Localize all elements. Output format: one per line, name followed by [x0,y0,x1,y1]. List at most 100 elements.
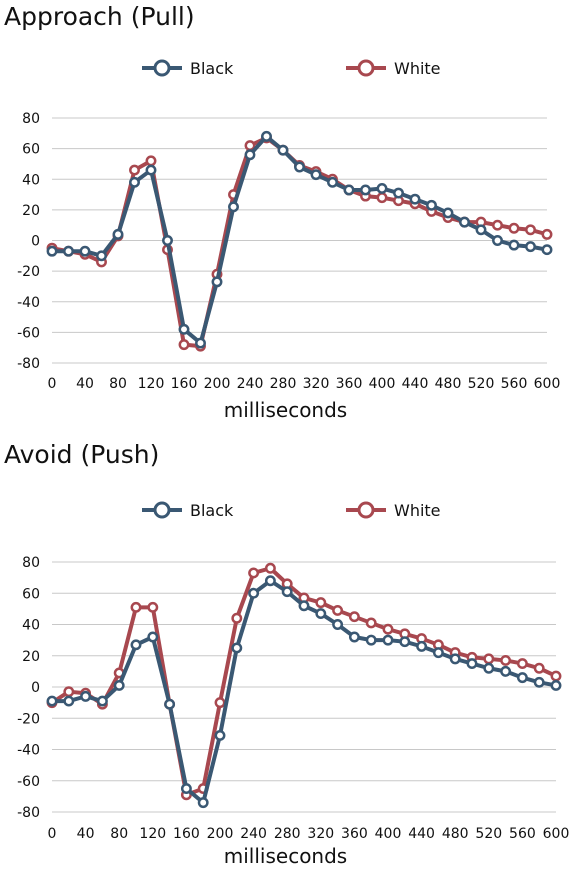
data-point-black [382,634,394,646]
data-point-white [129,164,140,176]
x-tick-label: 240 [237,376,264,392]
data-point-black [332,619,344,630]
x-tick-label: 320 [303,376,330,392]
data-point-white [178,339,190,351]
data-point-black [541,244,553,256]
y-tick-label: -20 [17,711,40,727]
chart-legend: Black White [0,56,571,80]
x-tick-label: 400 [375,826,402,842]
data-point-black [277,144,289,156]
data-point-black [281,586,293,598]
x-tick-label: 40 [77,826,95,842]
data-point-black [449,653,461,665]
legend-label-black: Black [190,500,234,520]
data-point-white [147,601,159,613]
data-point-black [63,695,75,707]
data-point-black [178,323,190,335]
data-point-black [244,149,256,161]
x-axis-title: milliseconds [223,398,348,422]
data-point-black [231,642,243,654]
data-point-white [130,601,142,613]
data-point-black [96,695,108,707]
data-point-black [360,184,371,196]
data-point-black [315,608,327,620]
legend-label-black: Black [190,58,234,78]
data-point-black [327,176,338,188]
x-tick-label: 480 [435,376,462,392]
y-tick-label: -60 [17,774,40,790]
data-point-black [298,600,310,612]
y-tick-label: 80 [22,555,40,571]
x-tick-label: 440 [402,376,429,392]
data-point-white [214,697,226,709]
data-point-black [80,690,92,702]
x-tick-label: 160 [173,826,200,842]
data-point-black [63,245,74,257]
data-point-black [475,224,487,236]
y-tick-label: -40 [17,295,40,311]
data-point-white [332,604,344,616]
y-tick-label: -40 [17,743,40,759]
data-point-black [112,228,124,240]
data-point-black [483,662,495,674]
data-point-white [264,562,276,574]
legend-marker-black [142,59,182,77]
data-point-black [197,797,209,809]
x-tick-label: 560 [501,376,528,392]
data-point-black [164,698,176,710]
legend-marker-white [346,501,386,519]
data-point-black [426,199,437,211]
data-point-black [130,639,142,651]
x-tick-label: 360 [341,826,368,842]
legend-item-black: Black [140,56,233,80]
data-point-white [508,222,520,234]
x-tick-label: 200 [204,376,231,392]
y-tick-label: 20 [22,203,40,219]
x-tick-label: 0 [48,376,57,392]
x-tick-label: 360 [336,376,363,392]
data-point-white [492,219,503,231]
x-tick-label: 560 [509,826,536,842]
y-tick-label: 0 [31,234,40,250]
data-point-black [466,658,478,670]
y-tick-label: 60 [22,586,40,602]
legend-label-white: White [394,500,441,520]
data-point-white [516,658,528,670]
data-point-black [228,201,239,213]
x-tick-label: 80 [110,826,128,842]
data-point-white [376,192,388,204]
y-tick-label: 60 [22,142,40,158]
y-tick-label: 40 [22,618,40,634]
data-point-white [525,224,536,236]
data-point-black [459,216,470,228]
data-point-black [343,184,355,196]
x-tick-label: 320 [307,826,334,842]
x-tick-label: 40 [76,376,94,392]
y-tick-label: -80 [17,356,40,372]
legend-item-black: Black [140,498,233,522]
y-tick-label: 40 [22,172,40,188]
data-point-black [294,161,305,173]
data-point-black [409,193,421,205]
legend-item-white: White [344,498,441,522]
x-tick-label: 0 [48,826,57,842]
data-point-white [231,612,243,624]
data-point-black [264,575,276,587]
data-point-black [129,176,140,188]
x-tick-label: 440 [408,826,435,842]
chart-title: Avoid (Push) [4,440,160,469]
data-point-white [382,623,394,635]
x-tick-label: 160 [171,376,198,392]
data-point-black [525,241,536,253]
data-point-white [248,567,260,579]
data-point-white [483,653,495,665]
data-point-black [500,665,512,677]
data-point-black [416,640,428,652]
data-point-black [195,337,206,349]
data-point-black [348,631,360,643]
y-tick-label: -20 [17,264,40,280]
x-tick-label: 200 [207,826,234,842]
x-tick-label: 280 [270,376,297,392]
